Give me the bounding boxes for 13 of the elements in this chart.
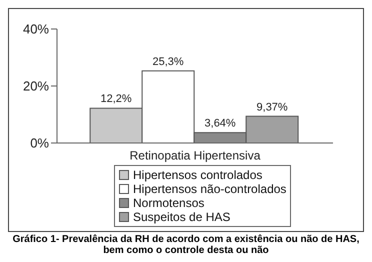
y-tick-label: 20%	[22, 78, 50, 94]
legend-label: Normotensos	[133, 196, 204, 210]
data-label: 12,2%	[100, 93, 132, 106]
y-tick-label: 0%	[30, 136, 50, 151]
y-tick-label: 40%	[22, 22, 50, 37]
data-label: 25,3%	[152, 56, 184, 68]
x-tick-label: Retinopatia Hipertensiva	[130, 148, 261, 163]
data-label: 9,37%	[256, 101, 288, 114]
text: Gráfico 1- Prevalência da RH de acordo com a existência ou não de HAS, bem como o controle desta ou não	[12, 234, 360, 256]
legend-label: Suspeitos de HAS	[133, 210, 230, 224]
legend-label: Hipertensos controlados	[133, 168, 262, 182]
data-label: 3,64%	[204, 118, 236, 130]
legend-label: Hipertensos não-controlados	[133, 182, 286, 196]
